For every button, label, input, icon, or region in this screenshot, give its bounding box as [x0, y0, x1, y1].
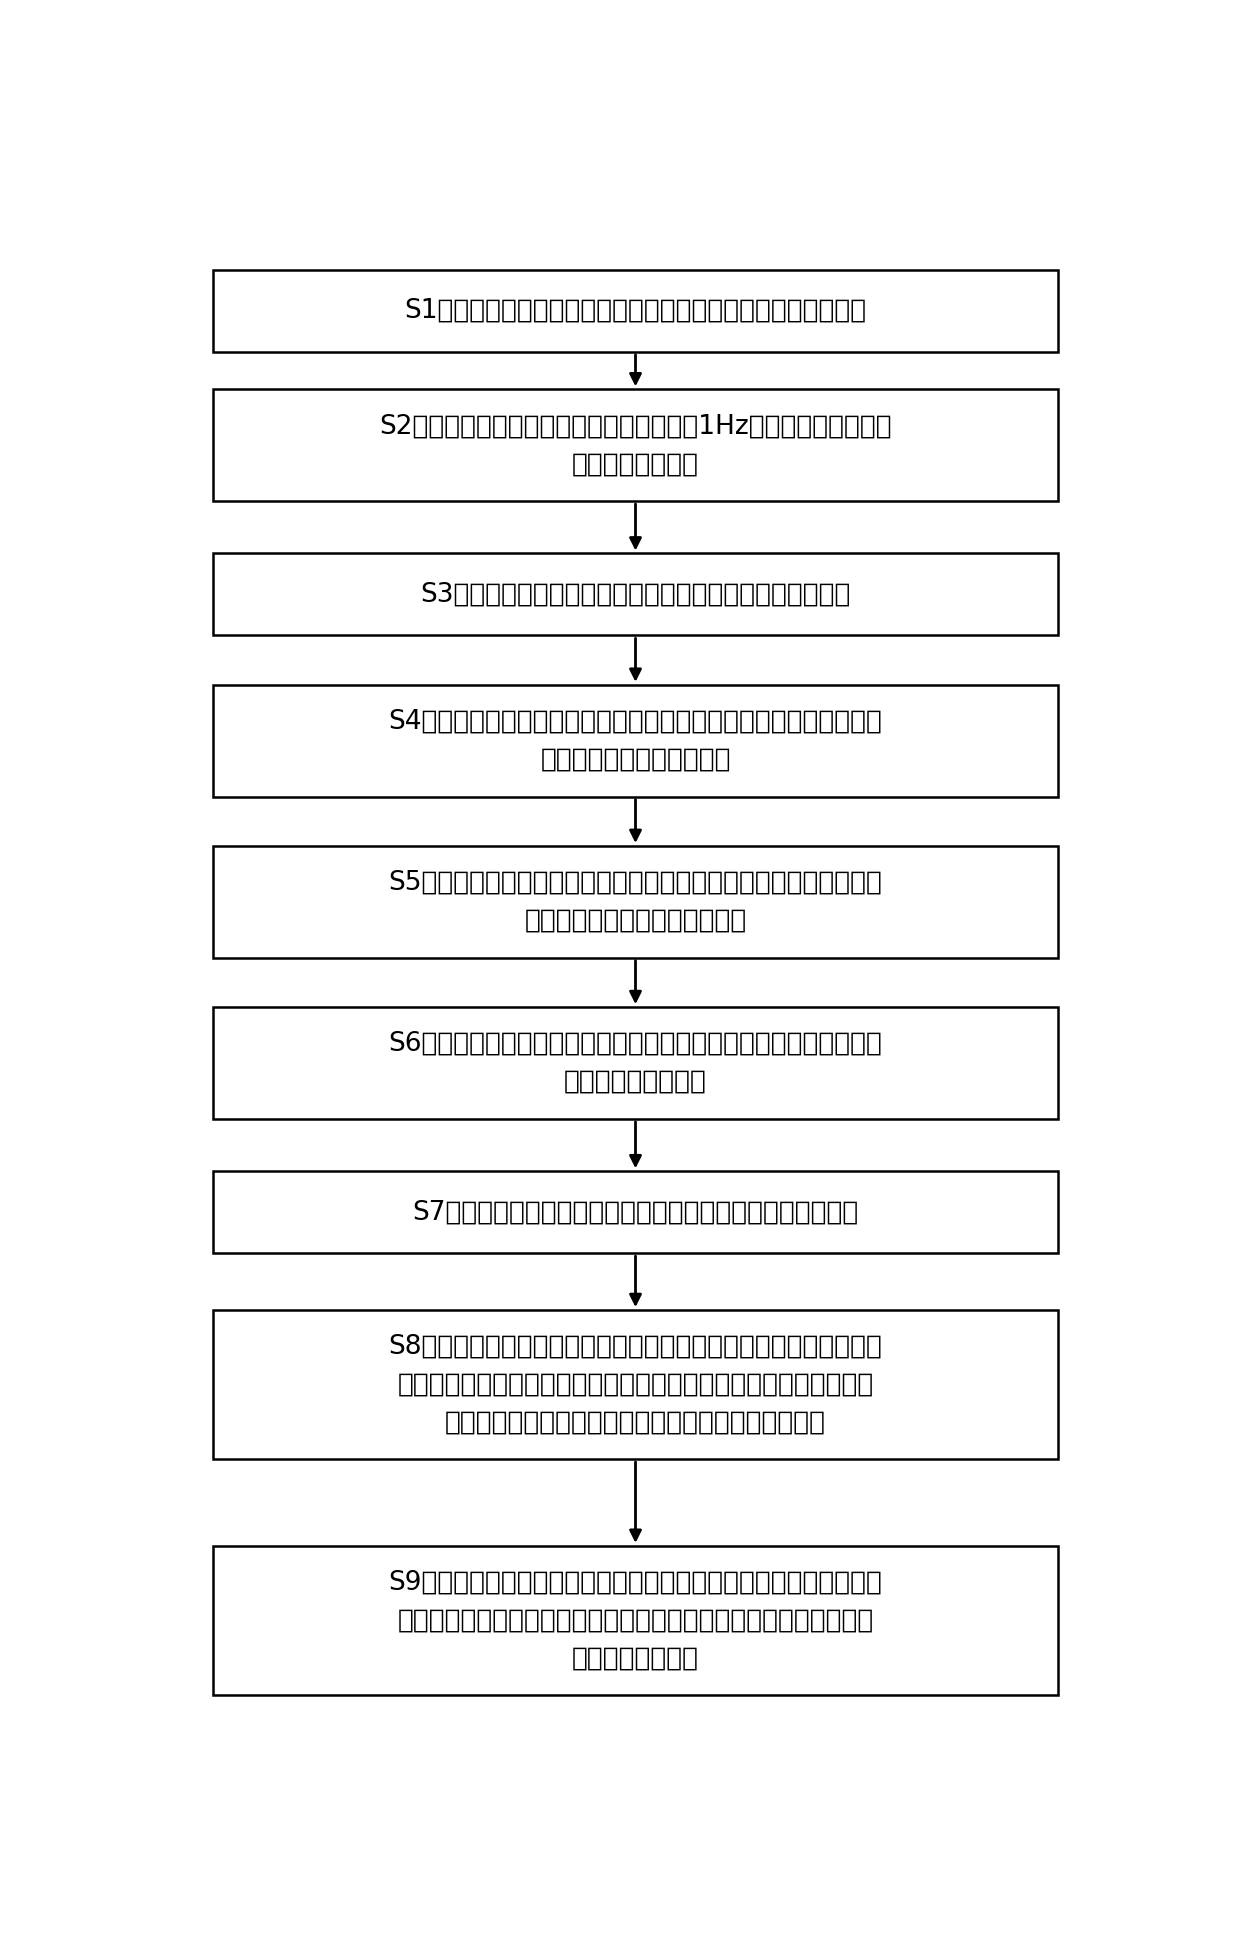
FancyBboxPatch shape: [213, 269, 1058, 353]
FancyBboxPatch shape: [213, 1008, 1058, 1118]
Text: S9，每个通道的频率响应曲线画在同一张图上比较各个通道的一致性
，并把差异最大的频率点及其对应的通道记录下来，作为表征示波器
通道一致性的参数: S9，每个通道的频率响应曲线画在同一张图上比较各个通道的一致性 ，并把差异最大的…: [388, 1570, 883, 1671]
Text: S5，计算终端上的检测程序分别识别并提取示波器每个通道采集的同
步头与结束标识之间的密集波形: S5，计算终端上的检测程序分别识别并提取示波器每个通道采集的同 步头与结束标识之…: [388, 870, 883, 934]
Text: S6，根据最高带宽将提取的每个通道的密集波形的数据平分为若干份
并分别进行波形截取: S6，根据最高带宽将提取的每个通道的密集波形的数据平分为若干份 并分别进行波形截…: [388, 1031, 883, 1095]
FancyBboxPatch shape: [213, 1547, 1058, 1696]
Text: S2，示波器标准仪按设定间隔频率连续输出1Hz至当前示波器的最高
带宽的标准正弦波: S2，示波器标准仪按设定间隔频率连续输出1Hz至当前示波器的最高 带宽的标准正弦…: [379, 413, 892, 477]
Text: S8，将计算出的每个通道的各个频率点的幅值分别进行连线，得到每
个通道对应的频率响应曲线；每个通道频率响应曲线中变化最剧烈的
地方记录下来，作为表征这个通道的带: S8，将计算出的每个通道的各个频率点的幅值分别进行连线，得到每 个通道对应的频率…: [388, 1333, 883, 1436]
Text: S4，示波器扫描结束后，示波器校准仪输出高低电平作为一帧的结束
标识至示波器的每个通道上: S4，示波器扫描结束后，示波器校准仪输出高低电平作为一帧的结束 标识至示波器的每…: [388, 709, 883, 773]
FancyBboxPatch shape: [213, 390, 1058, 502]
FancyBboxPatch shape: [213, 845, 1058, 957]
Text: S7，计算截取的每份波形数据的幅度值得到对应频率点的幅值: S7，计算截取的每份波形数据的幅度值得到对应频率点的幅值: [413, 1200, 858, 1225]
FancyBboxPatch shape: [213, 684, 1058, 797]
FancyBboxPatch shape: [213, 554, 1058, 636]
FancyBboxPatch shape: [213, 1310, 1058, 1459]
Text: S3，控制示波器进慢扫状态并扫描每个通道上的标准正弦波: S3，控制示波器进慢扫状态并扫描每个通道上的标准正弦波: [420, 581, 851, 607]
Text: S1，示波器标准仪输出高低电平作为同步头至示波器的每个通道: S1，示波器标准仪输出高低电平作为同步头至示波器的每个通道: [404, 298, 867, 324]
FancyBboxPatch shape: [213, 1171, 1058, 1254]
